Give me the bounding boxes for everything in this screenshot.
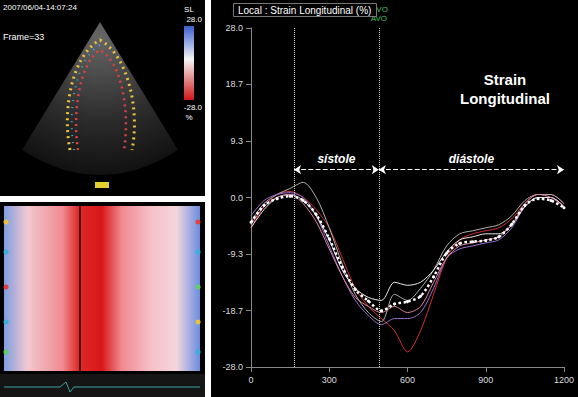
svg-text:1200: 1200 — [554, 375, 574, 385]
svg-text:0: 0 — [248, 375, 253, 385]
svg-text:Longitudinal: Longitudinal — [460, 90, 550, 107]
svg-text:600: 600 — [400, 375, 415, 385]
svg-text:diástole: diástole — [449, 152, 495, 166]
svg-text:sístole: sístole — [317, 152, 355, 166]
svg-text:-9.3: -9.3 — [227, 249, 243, 259]
svg-text:-28.0: -28.0 — [184, 103, 203, 112]
svg-text:SL: SL — [184, 5, 194, 14]
svg-text:Frame=33: Frame=33 — [3, 32, 44, 42]
svg-text:900: 900 — [478, 375, 493, 385]
svg-text:18.7: 18.7 — [225, 79, 243, 89]
svg-text:28.0: 28.0 — [186, 15, 202, 24]
svg-text:9.3: 9.3 — [230, 136, 243, 146]
svg-text:Local : Strain Longitudinal (%: Local : Strain Longitudinal (%) — [238, 5, 371, 16]
svg-text:-18.7: -18.7 — [222, 306, 243, 316]
svg-text:MVO: MVO — [369, 5, 388, 14]
svg-text:-28.0: -28.0 — [222, 362, 243, 372]
svg-text:2007/06/04-14:07:24: 2007/06/04-14:07:24 — [3, 3, 77, 12]
svg-text:0.0: 0.0 — [230, 193, 243, 203]
svg-text:300: 300 — [322, 375, 337, 385]
svg-text:Strain: Strain — [484, 71, 527, 88]
svg-text:28.0: 28.0 — [225, 23, 243, 33]
svg-text:AVO: AVO — [370, 14, 387, 23]
svg-text:%: % — [185, 113, 192, 122]
